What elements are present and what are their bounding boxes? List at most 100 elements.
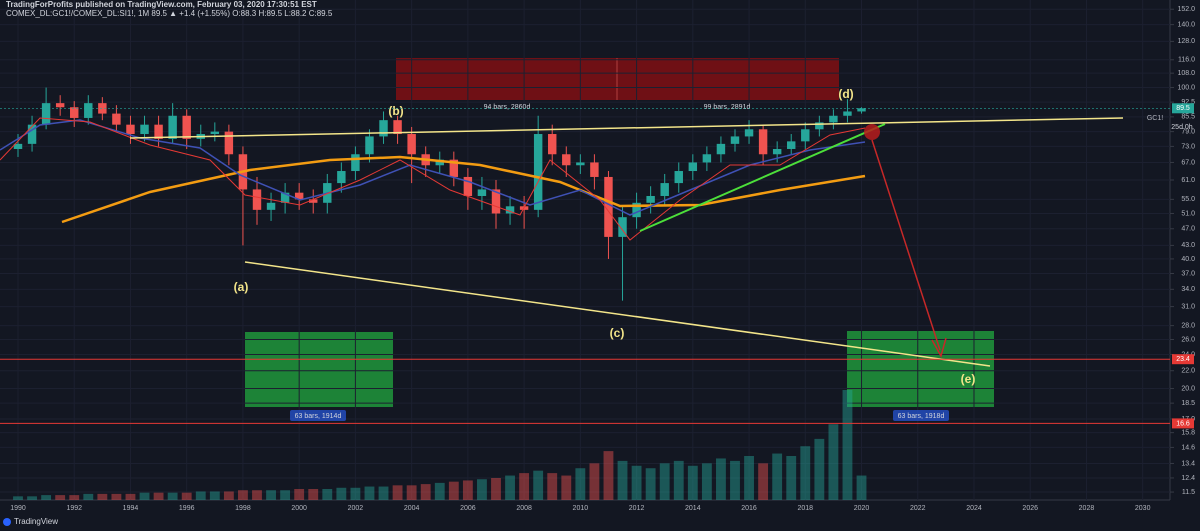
candle-body — [857, 108, 866, 112]
volume-bar — [603, 451, 614, 500]
volume-bar — [181, 492, 192, 500]
y-tick-label: 15.8 — [1181, 429, 1195, 436]
x-tick-label: 1994 — [123, 505, 139, 512]
volume-bar — [800, 446, 811, 500]
candle-body — [646, 195, 655, 203]
marker-circle — [864, 124, 880, 140]
volume-bar — [505, 475, 515, 500]
x-tick-label: 2004 — [404, 505, 420, 512]
y-tick-label: 61.0 — [1181, 177, 1195, 184]
candle-body — [477, 189, 487, 196]
volume-bar — [631, 465, 642, 500]
volume-bar — [111, 493, 122, 500]
y-tick-label: 128.0 — [1177, 38, 1195, 45]
candle-body — [351, 154, 360, 172]
y-tick-label: 79.0 — [1181, 128, 1195, 135]
volume-bar — [786, 456, 797, 500]
candle-body — [337, 171, 346, 184]
x-tick-label: 2028 — [1079, 505, 1095, 512]
x-tick-label: 2014 — [685, 505, 701, 512]
y-tick-label: 67.0 — [1181, 159, 1195, 166]
candle-body — [126, 124, 135, 135]
range-label: 99 bars, 2891d — [704, 104, 751, 111]
volume-bar — [814, 438, 825, 500]
y-tick-label: 100.0 — [1177, 84, 1195, 91]
y-tick-label: 28.0 — [1181, 322, 1195, 329]
candle-body — [70, 107, 79, 118]
y-tick-label: 116.0 — [1178, 57, 1195, 64]
candle-body — [294, 192, 304, 200]
range-label: 63 bars, 1918d — [898, 413, 945, 420]
range-label: 63 bars, 1914d — [295, 413, 342, 420]
candle-body — [632, 202, 641, 218]
x-tick-label: 1990 — [10, 505, 26, 512]
volume-bar — [687, 465, 698, 500]
volume-bar — [294, 489, 305, 500]
volume-bar — [195, 491, 206, 500]
range-box-green — [847, 331, 994, 407]
candle-body — [618, 217, 627, 237]
candle-body — [84, 103, 93, 118]
candle-body — [801, 129, 810, 142]
y-tick-label: 12.4 — [1181, 475, 1195, 482]
x-tick-label: 2016 — [741, 505, 757, 512]
volume-bar — [617, 460, 628, 500]
wave-label: (c) — [610, 326, 625, 340]
volume-bar — [701, 463, 712, 500]
price-label-box — [1172, 418, 1194, 429]
candle-body — [365, 136, 374, 155]
candle-body — [379, 120, 388, 137]
volume-bar — [828, 424, 839, 500]
volume-bar — [97, 493, 108, 500]
candle-body — [463, 176, 473, 196]
candle-body — [843, 111, 852, 116]
candle-body — [210, 131, 220, 135]
price-label-box — [1172, 103, 1194, 114]
candle-body — [688, 162, 698, 172]
wave-label: (b) — [388, 104, 403, 118]
x-tick-label: 2018 — [797, 505, 813, 512]
y-tick-label: 73.0 — [1181, 143, 1195, 150]
y-tick-label: 51.0 — [1181, 210, 1195, 217]
candle-body — [730, 136, 740, 144]
trendline-upper — [129, 117, 1124, 139]
candle-body — [112, 113, 121, 125]
countdown: 25d 0h — [1171, 124, 1193, 131]
y-tick-label: 108.0 — [1177, 70, 1195, 77]
volume-bar — [561, 475, 572, 500]
y-tick-label: 20.0 — [1181, 385, 1195, 392]
volume-bar — [153, 492, 164, 500]
volume-bar — [280, 490, 291, 500]
trendline-lower — [244, 261, 991, 367]
volume-bar — [223, 491, 234, 500]
volume-bar — [252, 490, 262, 500]
volume-bar — [519, 473, 530, 500]
y-tick-label: 85.5 — [1181, 114, 1195, 121]
volume-bar — [13, 496, 23, 500]
volume-bar — [83, 493, 94, 500]
x-tick-label: 2030 — [1135, 505, 1151, 512]
range-box-green — [245, 332, 393, 407]
range-label-box — [290, 410, 346, 421]
volume-bar — [772, 453, 783, 500]
candle-body — [224, 131, 234, 155]
candle-body — [533, 134, 543, 210]
candle-body — [702, 154, 712, 163]
candle-body — [309, 199, 318, 203]
volume-bar — [547, 473, 558, 500]
candle-body — [815, 122, 824, 130]
volume-bar — [55, 495, 66, 500]
wave-label: (a) — [234, 280, 249, 294]
volume-bar — [533, 470, 544, 500]
y-tick-label: 43.0 — [1181, 242, 1195, 249]
candle-body — [744, 129, 754, 137]
candle-body — [576, 162, 585, 166]
candle-body — [674, 171, 683, 184]
candle-body — [280, 192, 290, 203]
y-tick-label: 26.0 — [1181, 336, 1195, 343]
x-tick-label: 2012 — [629, 505, 645, 512]
volume-bar — [41, 495, 52, 500]
arrow-head — [931, 337, 947, 358]
moving-average-long — [61, 155, 866, 224]
